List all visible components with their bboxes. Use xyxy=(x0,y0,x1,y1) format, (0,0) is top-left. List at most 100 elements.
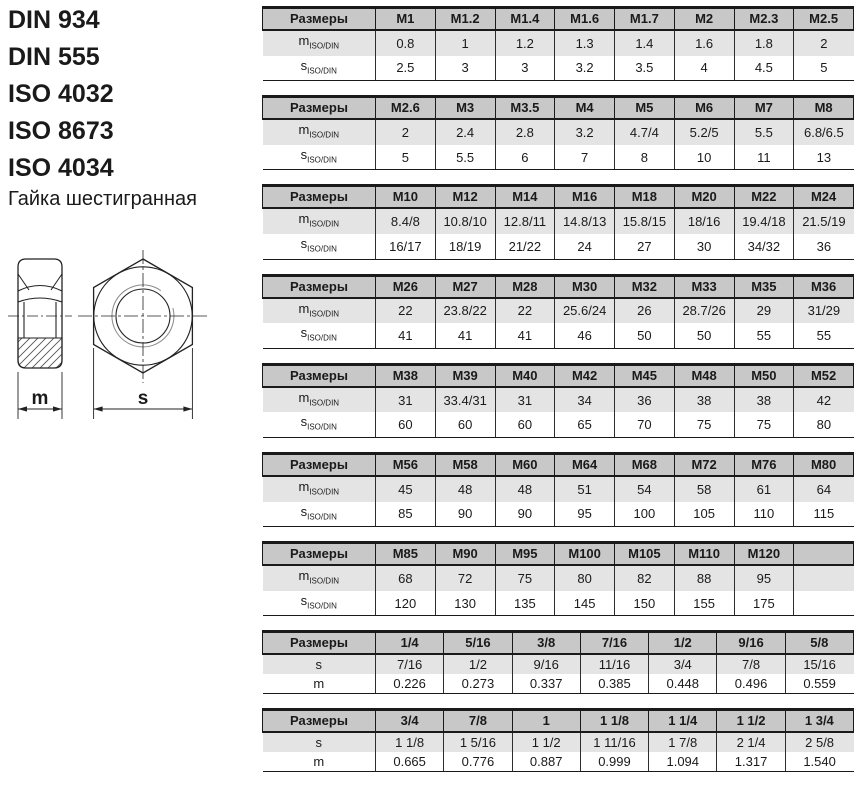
size-column-header: M10 xyxy=(375,184,436,210)
dimension-value-cell: 64 xyxy=(793,475,854,502)
size-column-header: M68 xyxy=(614,451,675,477)
dimension-value-cell: 95 xyxy=(554,501,615,528)
table-header-row: Размеры M56 M58 M60 M64 M68 M72 M76 M80 xyxy=(262,451,854,477)
table-row: m 0.226 0.273 0.337 0.385 0.448 0.496 0.559 xyxy=(262,674,854,695)
dimension-table: Размеры 1/4 5/16 3/8 7/16 1/2 9/16 5/8 s 7/16 1/2 9… xyxy=(262,630,855,695)
size-column-header: M76 xyxy=(733,451,795,477)
dimension-value-cell: 80 xyxy=(793,412,854,438)
dimension-value-cell: 155 xyxy=(673,590,735,617)
dimension-value-cell: 10 xyxy=(673,144,735,171)
dimension-value-cell: 75 xyxy=(733,412,795,438)
dimension-value-cell: 11/16 xyxy=(579,654,650,675)
size-column-header: 1 3/4 xyxy=(784,708,855,734)
size-column-header: M14 xyxy=(494,184,556,210)
table-header-row: Размеры 3/4 7/8 1 1 1/8 1 1/4 1 1/2 1 3/4 xyxy=(262,708,855,734)
dimension-table: Размеры M85 M90 M95 M100 M105 M110 M120 mISO/DIN… xyxy=(262,541,854,617)
size-column-header: M39 xyxy=(434,362,496,388)
row-label: sISO/DIN xyxy=(262,144,376,171)
row-label: mISO/DIN xyxy=(262,475,376,502)
dimension-value-cell: 25.6/24 xyxy=(554,297,615,324)
size-column-header: M1.2 xyxy=(434,6,496,31)
dimension-value-cell: 9/16 xyxy=(511,654,581,675)
dimension-value-cell: 0.337 xyxy=(511,674,581,695)
size-column-header: 5/16 xyxy=(443,630,513,656)
dimension-value-cell: 55 xyxy=(793,323,854,349)
dimension-value-cell: 33.4/31 xyxy=(434,386,496,413)
dimension-value-cell: 130 xyxy=(434,590,496,617)
size-column-header: M110 xyxy=(673,541,735,567)
dimension-value-cell: 41 xyxy=(434,323,496,349)
table-row: mISO/DIN 45 48 48 51 54 58 61 64 xyxy=(262,475,854,502)
dimension-value-cell: 31/29 xyxy=(793,297,854,324)
table-row: sISO/DIN 5 5.5 6 7 8 10 11 13 xyxy=(262,144,854,171)
size-column-header: M28 xyxy=(494,273,556,299)
dimension-value-cell: 1 7/8 xyxy=(648,732,718,753)
dimension-value-cell: 175 xyxy=(733,590,795,617)
size-column-header: M32 xyxy=(614,273,675,299)
dimension-value-cell: 41 xyxy=(375,323,436,349)
dimension-value-cell: 4 xyxy=(673,55,735,82)
size-column-header: M22 xyxy=(733,184,795,210)
size-column-header: M26 xyxy=(375,273,436,299)
dimension-value-cell xyxy=(793,590,854,617)
row-label: s xyxy=(262,654,376,675)
row-label: s xyxy=(262,732,376,753)
dimension-value-cell: 61 xyxy=(733,475,795,502)
table-row: sISO/DIN 85 90 90 95 100 105 110 115 xyxy=(262,501,854,528)
table-row: mISO/DIN 22 23.8/22 22 25.6/24 26 28.7/26 29 31/… xyxy=(262,297,854,324)
dimension-value-cell: 41 xyxy=(494,323,556,349)
size-column-header: M64 xyxy=(554,451,615,477)
table-row: mISO/DIN 68 72 75 80 82 88 95 xyxy=(262,565,854,591)
dimension-value-cell: 1 5/16 xyxy=(443,732,513,753)
dimension-value-cell: 115 xyxy=(793,501,854,528)
hex-nut-datasheet-page: DIN 934 DIN 555 ISO 4032 ISO 8673 ISO 40… xyxy=(0,6,855,773)
dimension-value-cell: 5 xyxy=(793,55,854,82)
dimension-value-cell: 2.5 xyxy=(375,55,436,82)
size-column-header: M60 xyxy=(494,451,556,477)
size-column-header: M85 xyxy=(375,541,436,567)
dimension-value-cell: 110 xyxy=(733,501,795,528)
row-label: sISO/DIN xyxy=(262,590,376,617)
dimension-value-cell: 45 xyxy=(375,475,436,502)
standard-iso-4034: ISO 4034 xyxy=(8,154,114,182)
size-column-header: 5/8 xyxy=(784,630,855,656)
dimension-value-cell: 36 xyxy=(614,386,675,413)
dimension-table: Размеры M26 M27 M28 M30 M32 M33 M35 M36 mISO/DIN 2… xyxy=(262,273,854,349)
size-column-header: M45 xyxy=(614,362,675,388)
size-column-header: M50 xyxy=(733,362,795,388)
table-row: sISO/DIN 60 60 60 65 70 75 75 80 xyxy=(262,412,854,438)
size-column-header: M30 xyxy=(554,273,615,299)
size-column-header xyxy=(793,541,854,567)
dimension-table: Размеры M56 M58 M60 M64 M68 M72 M76 M80 mISO/DIN 4… xyxy=(262,451,854,528)
dimension-value-cell: 18/16 xyxy=(673,208,735,234)
dimension-value-cell: 51 xyxy=(554,475,615,502)
table-header-row: Размеры M85 M90 M95 M100 M105 M110 M120 xyxy=(262,541,854,567)
dimension-value-cell: 55 xyxy=(733,323,795,349)
dimension-value-cell: 15/16 xyxy=(784,654,854,675)
dimension-value-cell: 58 xyxy=(673,475,735,502)
dimension-value-cell: 150 xyxy=(614,590,675,617)
table-row: mISO/DIN 8.4/8 10.8/10 12.8/11 14.8/13 15.8/1… xyxy=(262,208,854,234)
dimension-value-cell: 0.273 xyxy=(443,674,513,695)
size-corner-header: Размеры xyxy=(262,6,376,31)
nut-front-view xyxy=(78,250,208,383)
dimension-value-cell: 8 xyxy=(614,144,675,171)
size-column-header: M5 xyxy=(614,95,675,121)
dimension-value-cell: 80 xyxy=(554,565,615,591)
size-corner-header: Размеры xyxy=(262,708,376,734)
table-header-row: Размеры M1 M1.2 M1.4 M1.6 M1.7 M2 M2.3 M2.5 xyxy=(262,6,854,31)
dimension-value-cell: 6.8/6.5 xyxy=(793,119,854,145)
nut-technical-drawing: m s xyxy=(0,243,230,433)
dimension-value-cell: 1 1/8 xyxy=(374,732,445,753)
dimension-value-cell: 82 xyxy=(614,565,675,591)
dimension-value-cell: 1 11/16 xyxy=(579,732,650,753)
dimension-value-cell: 1.094 xyxy=(648,752,718,773)
dimension-value-cell: 60 xyxy=(375,412,436,438)
size-corner-header: Размеры xyxy=(262,273,376,299)
dimension-value-cell: 38 xyxy=(673,386,735,413)
dimension-value-cell: 10.8/10 xyxy=(434,208,496,234)
table-header-row: Размеры M38 M39 M40 M42 M45 M48 M50 M52 xyxy=(262,362,854,388)
size-column-header: M12 xyxy=(434,184,496,210)
dimension-value-cell: 2 5/8 xyxy=(784,732,854,753)
size-column-header: M33 xyxy=(673,273,735,299)
